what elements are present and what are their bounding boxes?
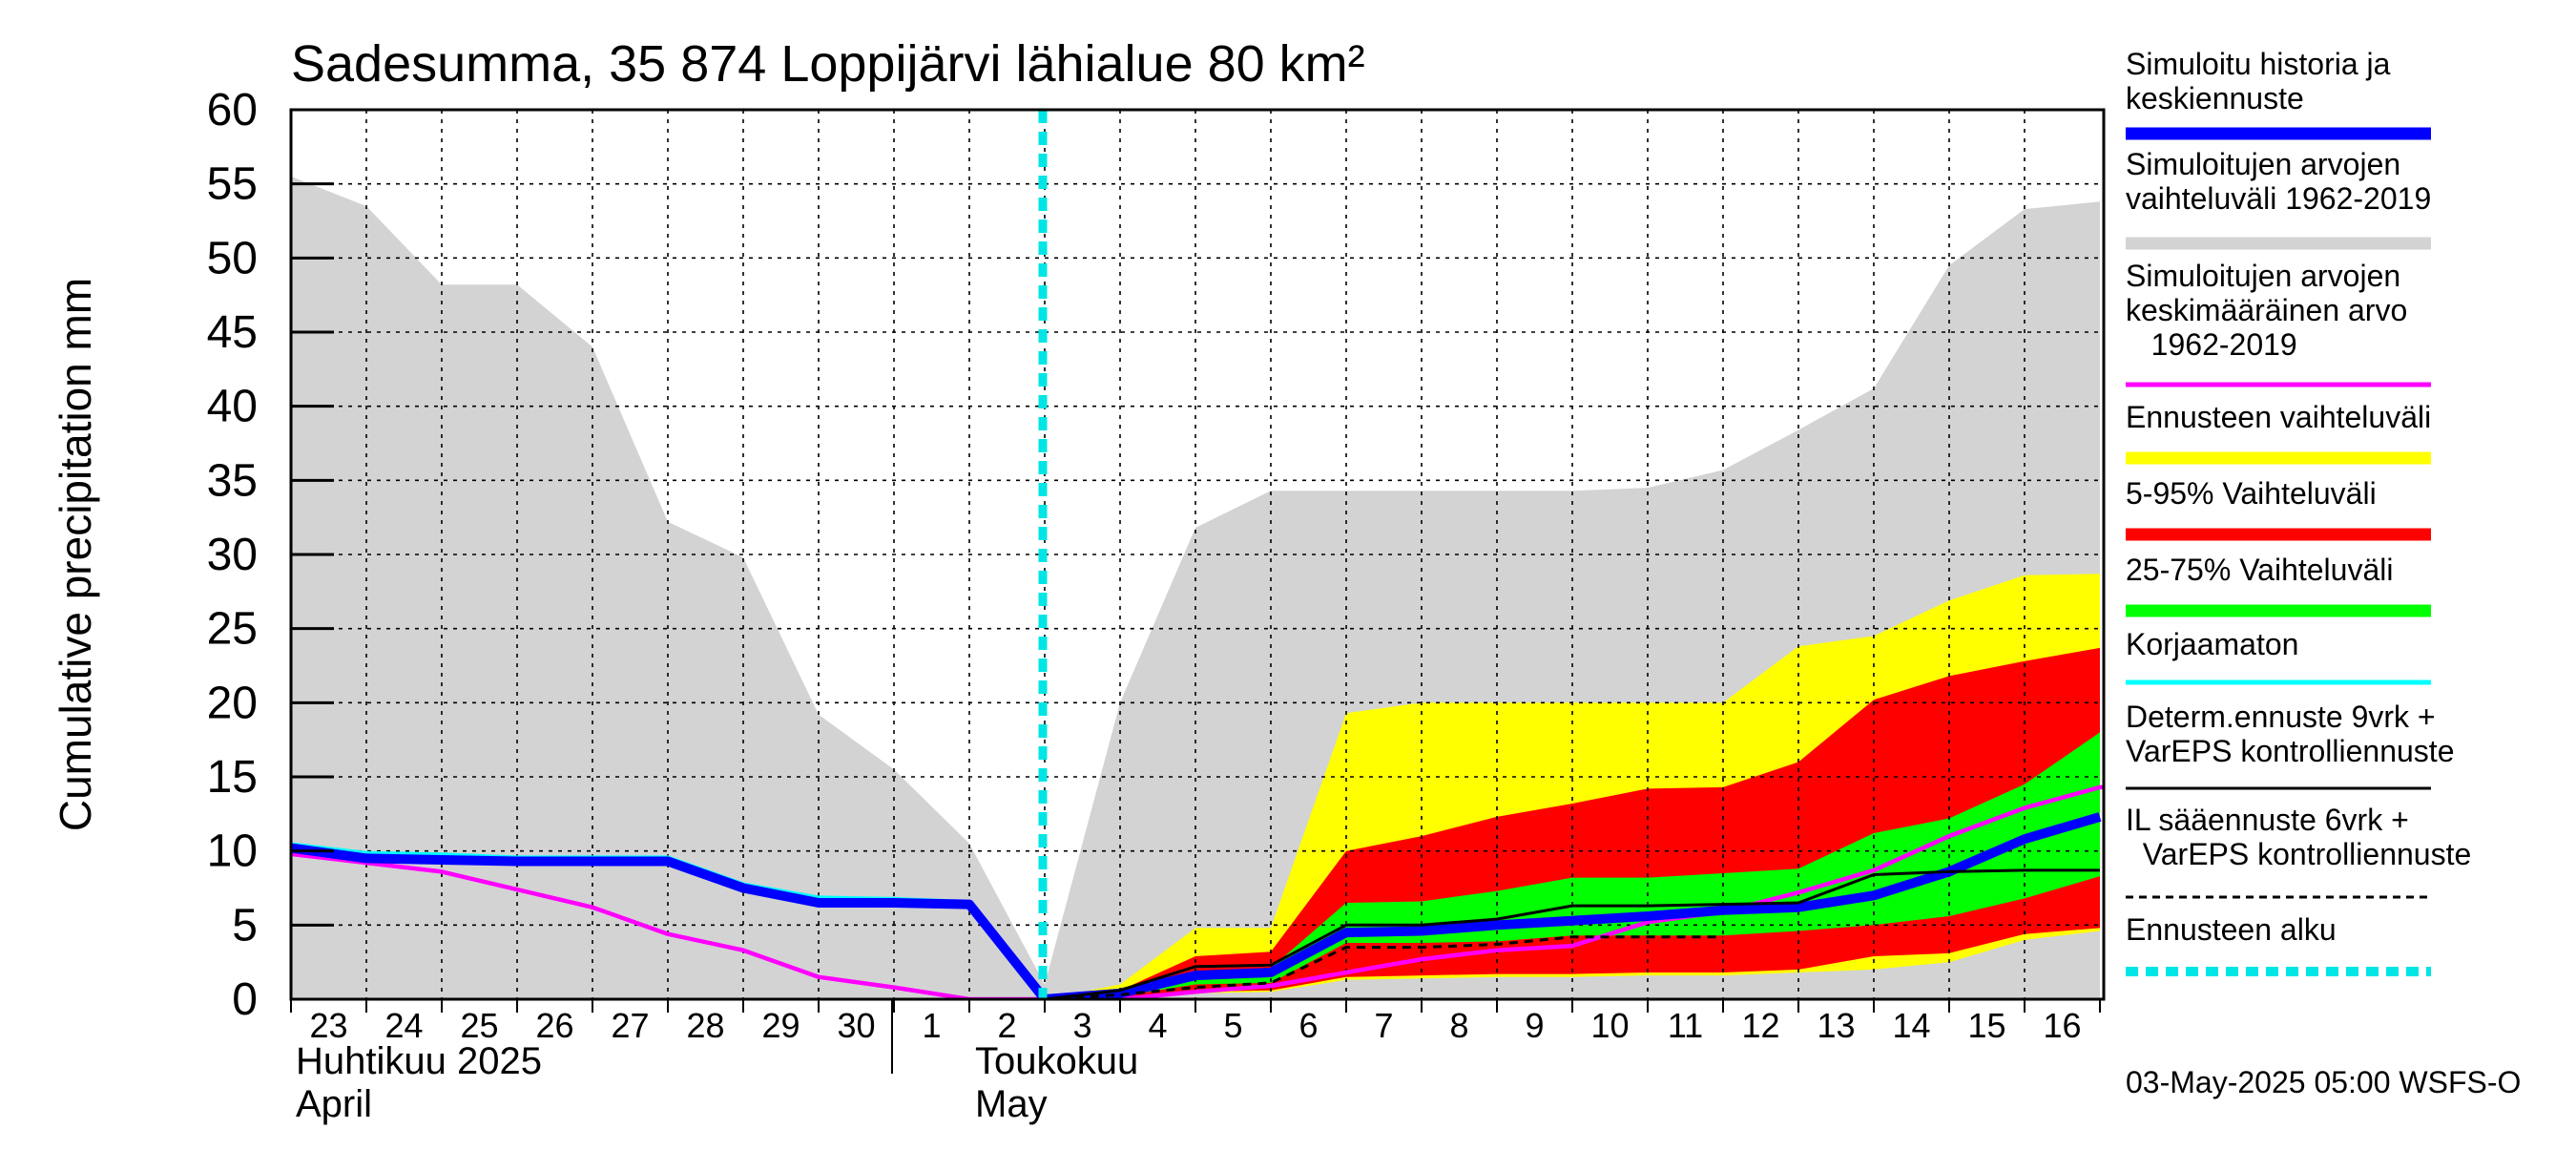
plot-area: [291, 110, 2104, 999]
x-tick-label: 30: [837, 1006, 875, 1045]
x-tick-label: 28: [686, 1006, 724, 1045]
x-tick-label: 4: [1148, 1006, 1167, 1045]
legend-item-label-line: keskimääräinen arvo: [2126, 293, 2407, 327]
legend-item-label: Determ.ennuste 9vrk + VarEPS kontrollienn…: [2126, 700, 2454, 768]
legend-item-label-line: VarEPS kontrolliennuste: [2126, 734, 2454, 768]
y-tick-label: 5: [232, 900, 258, 951]
y-tick-label: 55: [207, 159, 258, 210]
series-line-0: [291, 784, 2104, 999]
x-tick-label: 27: [611, 1006, 649, 1045]
footer-timestamp: 03-May-2025 05:00 WSFS-O: [2126, 1065, 2521, 1099]
legend-item-label-line: Korjaamaton: [2126, 627, 2298, 661]
legend-item-label: Simuloitujen arvojen keskimääräinen arvo …: [2126, 259, 2407, 362]
legend-item-label: Ennusteen alku: [2126, 912, 2337, 947]
series-line-3: [1044, 868, 2100, 999]
x-tick-label: 26: [535, 1006, 573, 1045]
legend: Simuloitu historia ja keskiennusteSimuloi…: [2126, 47, 2471, 976]
legend-item-label: Korjaamaton: [2126, 627, 2298, 661]
legend-item-label: Ennusteen vaihteluväli: [2126, 400, 2431, 434]
legend-item-label-line: 1962-2019: [2126, 327, 2297, 362]
y-tick-label: 10: [207, 826, 258, 877]
x-tick-label: 23: [309, 1006, 347, 1045]
legend-item-label-line: IL sääennuste 6vrk +: [2126, 803, 2409, 837]
y-tick-label: 50: [207, 233, 258, 283]
legend-item-label-line: Ennusteen alku: [2126, 912, 2337, 947]
legend-item: Simuloitujen arvojen vaihteluväli 1962-20…: [2126, 147, 2431, 250]
legend-item-label-line: 5-95% Vaihteluväli: [2126, 476, 2377, 511]
y-tick-label: 60: [207, 85, 258, 136]
legend-item-label: 25-75% Vaihteluväli: [2126, 553, 2393, 587]
month-label-en: May: [975, 1083, 1048, 1125]
legend-item-label: 5-95% Vaihteluväli: [2126, 476, 2377, 511]
legend-item-label-line: 25-75% Vaihteluväli: [2126, 553, 2393, 587]
y-axis-label: Cumulative precipitation mm: [51, 278, 100, 831]
x-tick-label: 3: [1072, 1006, 1091, 1045]
x-tick-label: 24: [384, 1006, 423, 1045]
x-tick-label: 13: [1817, 1006, 1855, 1045]
legend-item: Ennusteen vaihteluväli: [2126, 400, 2431, 465]
x-tick-label: 11: [1668, 1006, 1703, 1045]
x-tick-label: 29: [761, 1006, 800, 1045]
month-label-fi: Huhtikuu 2025: [296, 1040, 542, 1082]
legend-item: Simuloitujen arvojen keskimääräinen arvo …: [2126, 259, 2431, 387]
x-tick-label: 14: [1892, 1006, 1930, 1045]
y-tick-label: 40: [207, 382, 258, 432]
x-tick-label: 25: [460, 1006, 498, 1045]
legend-item-label-line: vaihteluväli 1962-2019: [2126, 181, 2431, 216]
x-tick-label: 9: [1525, 1006, 1544, 1045]
y-tick-label: 30: [207, 530, 258, 580]
legend-item: Determ.ennuste 9vrk + VarEPS kontrollienn…: [2126, 700, 2454, 790]
legend-item: 25-75% Vaihteluväli: [2126, 553, 2431, 617]
x-tick-label: 12: [1741, 1006, 1779, 1045]
x-tick-label: 15: [1967, 1006, 2005, 1045]
legend-item-label-line: VarEPS kontrolliennuste: [2126, 837, 2471, 871]
x-tick-label: 2: [997, 1006, 1016, 1045]
legend-item: Korjaamaton: [2126, 627, 2431, 685]
gridlines: [291, 110, 2104, 999]
x-tick-label: 1: [922, 1006, 941, 1045]
legend-item-label: Simuloitu historia ja keskiennuste: [2126, 47, 2391, 115]
legend-item: 5-95% Vaihteluväli: [2126, 476, 2431, 541]
y-tick-label: 0: [232, 974, 258, 1025]
y-tick-label: 15: [207, 752, 258, 803]
legend-item: Ennusteen alku: [2126, 912, 2431, 976]
legend-item-label-line: keskiennuste: [2126, 81, 2304, 115]
x-tick-label: 8: [1449, 1006, 1468, 1045]
legend-item-label-line: Simuloitujen arvojen: [2126, 259, 2400, 293]
series-line-4: [1044, 935, 1723, 999]
month-label-fi: Toukokuu: [975, 1040, 1138, 1082]
legend-item-label-line: Ennusteen vaihteluväli: [2126, 400, 2431, 434]
legend-item: IL sääennuste 6vrk + VarEPS kontrollienn…: [2126, 803, 2471, 899]
legend-item-label: Simuloitujen arvojen vaihteluväli 1962-20…: [2126, 147, 2431, 216]
legend-item-label-line: Determ.ennuste 9vrk +: [2126, 700, 2436, 734]
x-tick-label: 16: [2043, 1006, 2081, 1045]
legend-item-label: IL sääennuste 6vrk + VarEPS kontrollienn…: [2126, 803, 2471, 871]
x-tick-label: 7: [1374, 1006, 1393, 1045]
legend-item: Simuloitu historia ja keskiennuste: [2126, 47, 2431, 140]
legend-item-label-line: Simuloitu historia ja: [2126, 47, 2391, 81]
series-line-2: [291, 812, 2102, 999]
y-tick-label: 25: [207, 604, 258, 655]
y-tick-label: 35: [207, 455, 258, 506]
legend-item-label-line: Simuloitujen arvojen: [2126, 147, 2400, 181]
x-tick-label: 6: [1298, 1006, 1318, 1045]
chart-title: Sadesumma, 35 874 Loppijärvi lähialue 80…: [291, 35, 1365, 93]
x-tick-label: 5: [1223, 1006, 1242, 1045]
month-label-en: April: [296, 1083, 372, 1125]
x-tick-label: 10: [1590, 1006, 1629, 1045]
y-tick-label: 45: [207, 307, 258, 358]
y-tick-label: 20: [207, 678, 258, 728]
